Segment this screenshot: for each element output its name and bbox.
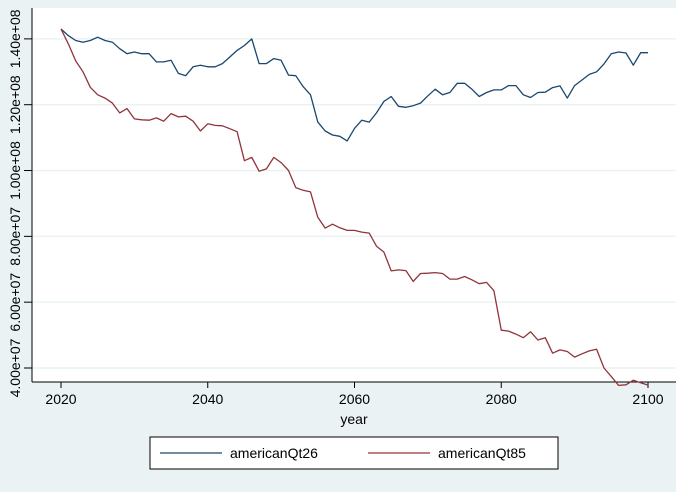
series-line-americanQt26 (60, 28, 648, 142)
y-tick-label: 6.00e+07 (7, 273, 23, 332)
y-tick-label: 8.00e+07 (7, 207, 23, 266)
x-tick-label: 2080 (486, 391, 517, 407)
y-tick-label: 1.20e+08 (7, 75, 23, 134)
y-tick-label: 4.00e+07 (7, 338, 23, 397)
gridlines (32, 38, 676, 369)
axes: 4.00e+07 6.00e+07 8.00e+07 1.00e+08 1.20e+08… (7, 8, 676, 407)
legend-label: americanQt26 (230, 445, 318, 461)
x-tick-label: 2040 (192, 391, 223, 407)
x-tick-label: 2060 (339, 391, 370, 407)
x-tick-label: 2020 (45, 391, 76, 407)
legend: americanQt26 americanQt85 (149, 436, 559, 470)
y-tick-label: 1.00e+08 (7, 141, 23, 200)
legend-label: americanQt85 (438, 445, 526, 461)
x-axis-title: year (340, 411, 368, 427)
y-tick-label: 1.40e+08 (7, 9, 23, 68)
series-line-americanQt85 (60, 28, 649, 387)
x-tick-label: 2100 (632, 391, 663, 407)
plot-area (32, 8, 676, 382)
series-lines (60, 28, 649, 387)
